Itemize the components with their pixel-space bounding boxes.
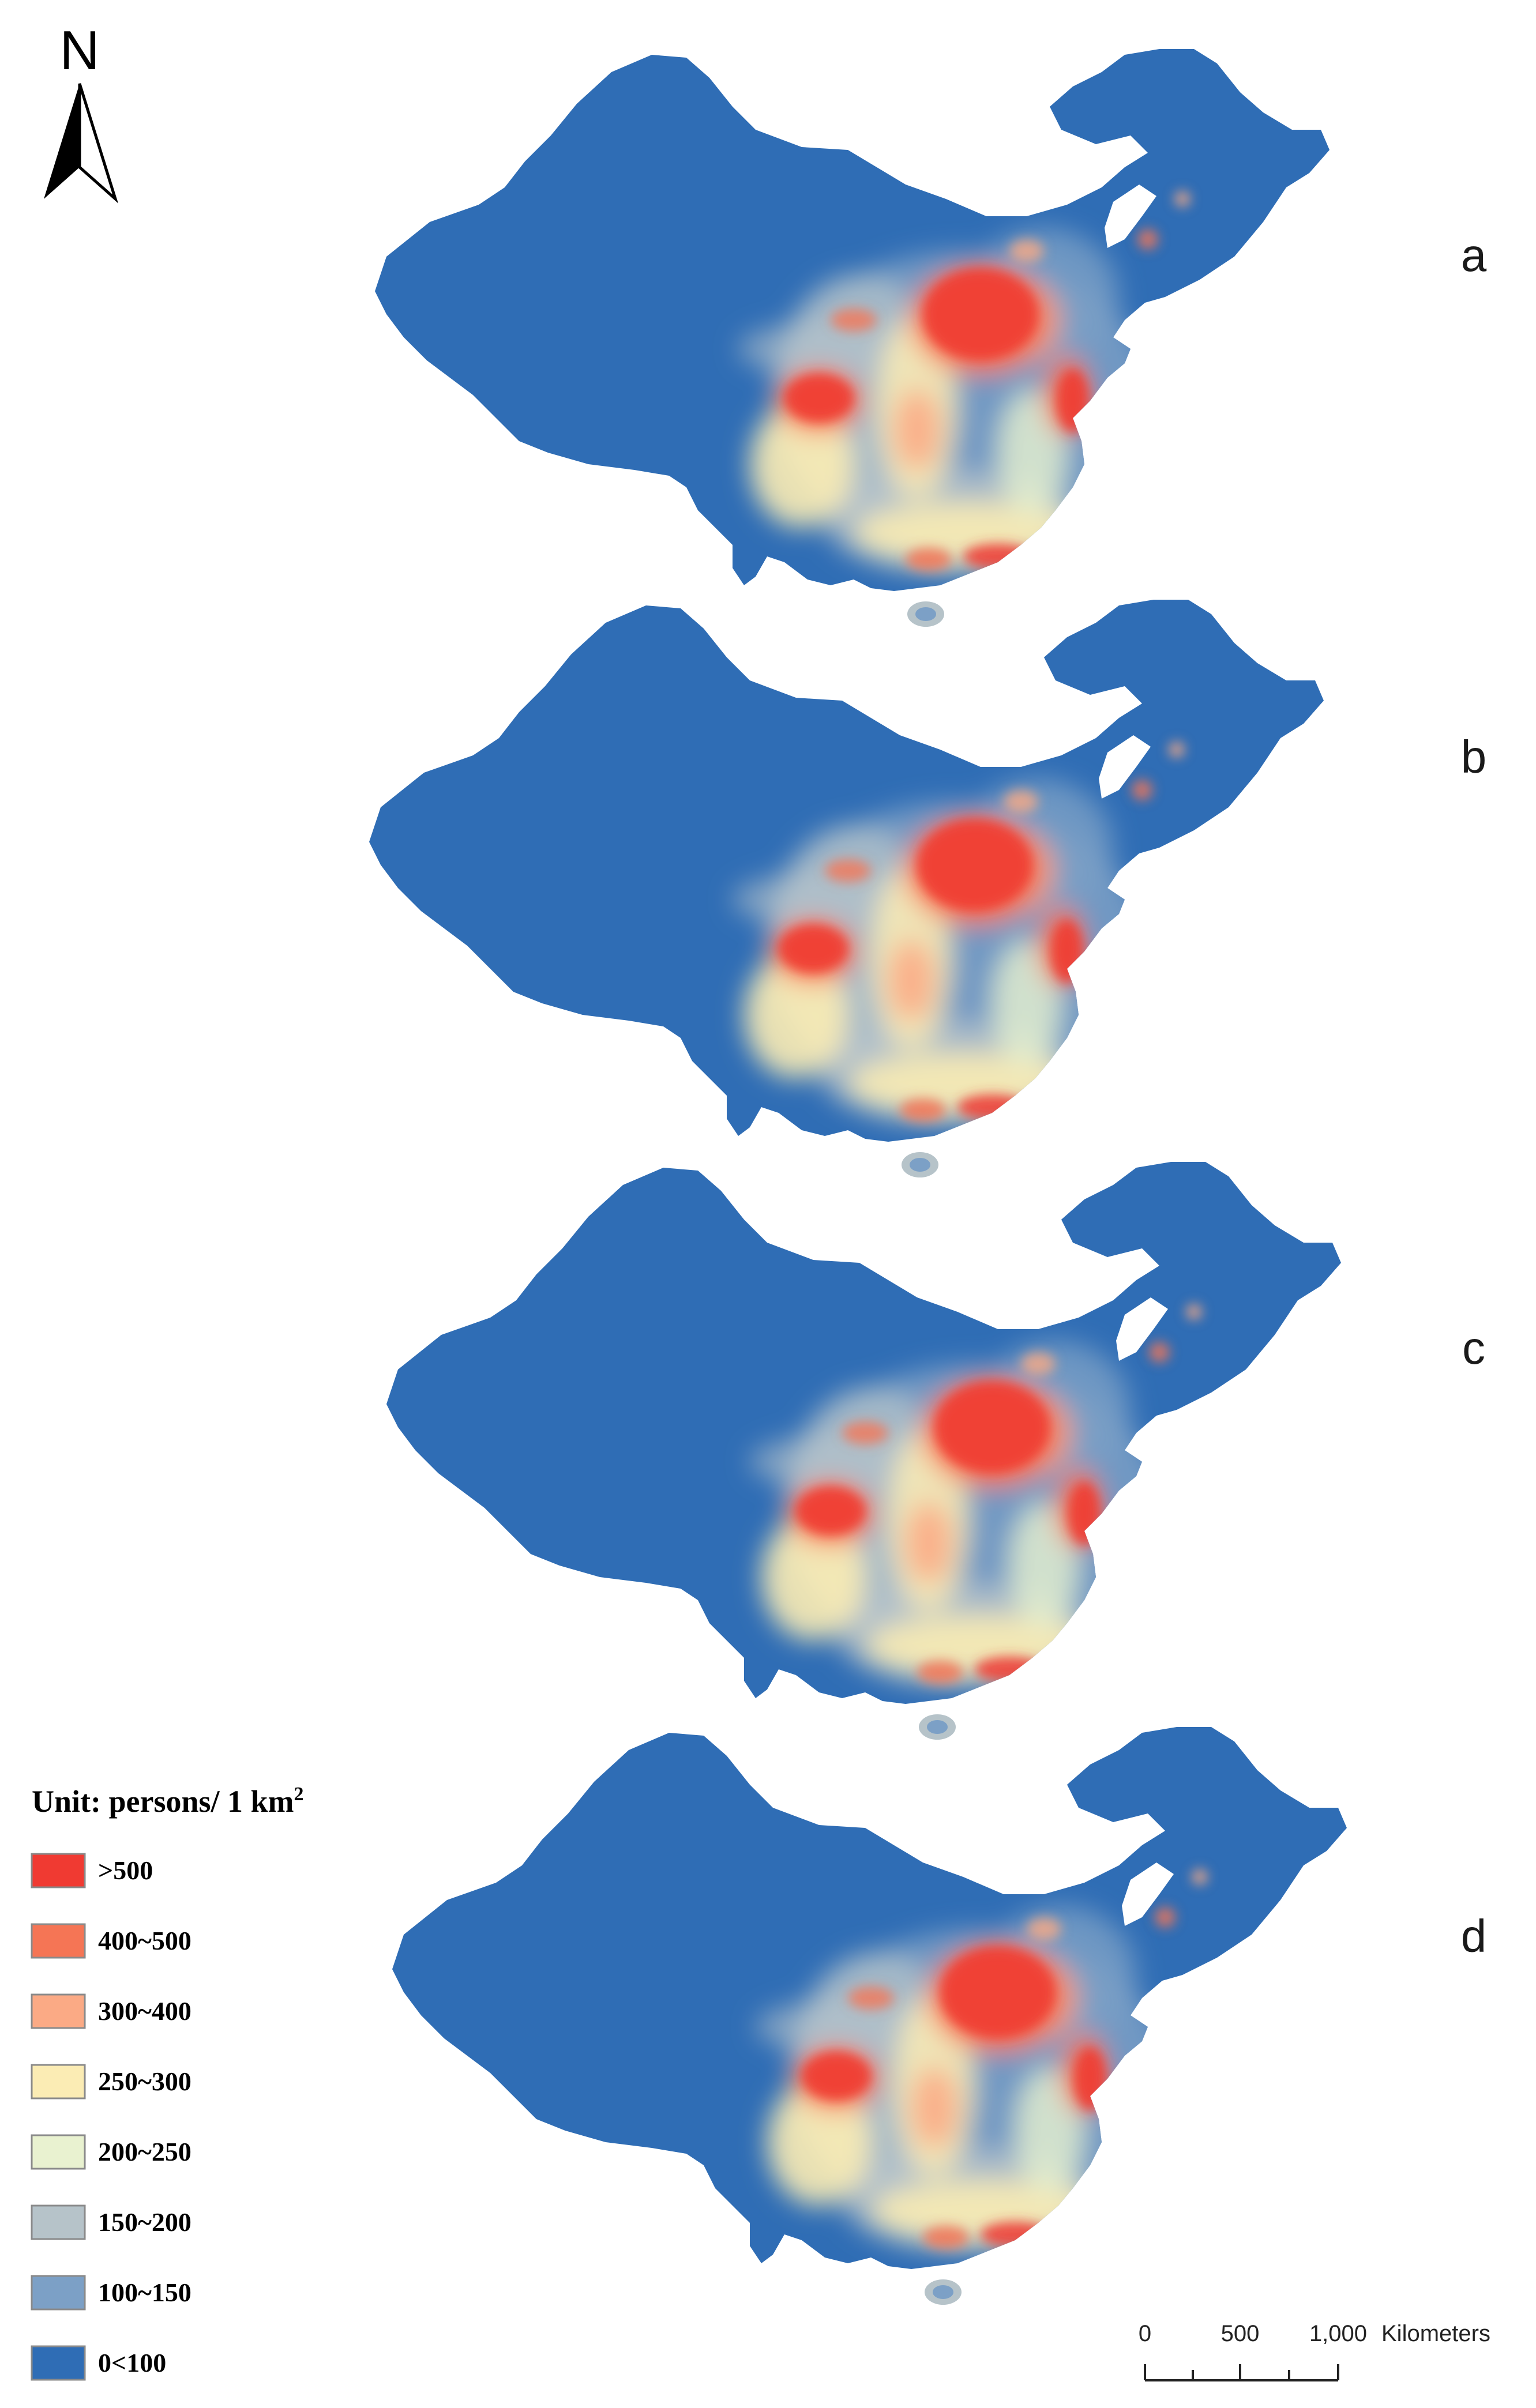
- north-arrow-label: N: [59, 20, 99, 81]
- legend-label: 100~150: [98, 2278, 191, 2307]
- legend-label: 150~200: [98, 2207, 191, 2237]
- china-population-density-map-b: [369, 600, 1324, 1177]
- legend-label: >500: [98, 1856, 153, 1885]
- legend-swatch: [31, 2064, 86, 2100]
- legend-label: 300~400: [98, 1996, 191, 2026]
- panel-label-b: b: [1461, 731, 1487, 782]
- panel-label-c: c: [1462, 1322, 1485, 1374]
- legend-swatch: [31, 2134, 86, 2170]
- legend-label: 400~500: [98, 1926, 191, 1955]
- legend-swatch: [31, 2275, 86, 2311]
- legend-item: >500: [31, 1853, 153, 1888]
- legend-label: 200~250: [98, 2137, 191, 2166]
- china-population-density-map-d: [392, 1727, 1347, 2305]
- panel-label-d: d: [1461, 1910, 1487, 1962]
- legend-swatch: [31, 1993, 86, 2029]
- scale-bar-line: [1144, 2364, 1339, 2381]
- china-population-density-map-a: [375, 49, 1330, 627]
- legend-label: 250~300: [98, 2067, 191, 2096]
- legend-item: 150~200: [31, 2204, 191, 2240]
- scale-tick-1000: 1,000: [1309, 2321, 1367, 2346]
- legend-swatch: [31, 1853, 86, 1888]
- legend-label: 0<100: [98, 2348, 166, 2377]
- map-panel-c: c: [386, 1162, 1485, 1740]
- scale-unit: Kilometers: [1381, 2321, 1490, 2346]
- map-panel-b: b: [369, 600, 1486, 1177]
- density-legend: Unit: persons/ 1 km2 >500 400~500 300~400 2…: [31, 1784, 304, 2381]
- legend-item: 250~300: [31, 2064, 191, 2100]
- panel-label-a: a: [1461, 229, 1487, 281]
- china-population-density-map-c: [386, 1162, 1341, 1740]
- legend-swatch: [31, 2204, 86, 2240]
- map-panel-d: d: [392, 1727, 1486, 2305]
- legend-item: 300~400: [31, 1993, 191, 2029]
- scale-tick-500: 500: [1221, 2321, 1260, 2346]
- north-arrow: N: [44, 20, 119, 204]
- legend-item: 0<100: [31, 2345, 166, 2381]
- north-arrow-icon: [44, 83, 119, 204]
- map-panel-a: a: [375, 49, 1487, 627]
- legend-swatch: [31, 1923, 86, 1959]
- legend-item: 400~500: [31, 1923, 191, 1959]
- scale-bar: 0 500 1,000 Kilometers: [1139, 2321, 1490, 2381]
- legend-title: Unit: persons/ 1 km2: [32, 1784, 304, 1819]
- legend-swatch: [31, 2345, 86, 2381]
- legend-item: 200~250: [31, 2134, 191, 2170]
- legend-item: 100~150: [31, 2275, 191, 2311]
- scale-tick-0: 0: [1139, 2321, 1151, 2346]
